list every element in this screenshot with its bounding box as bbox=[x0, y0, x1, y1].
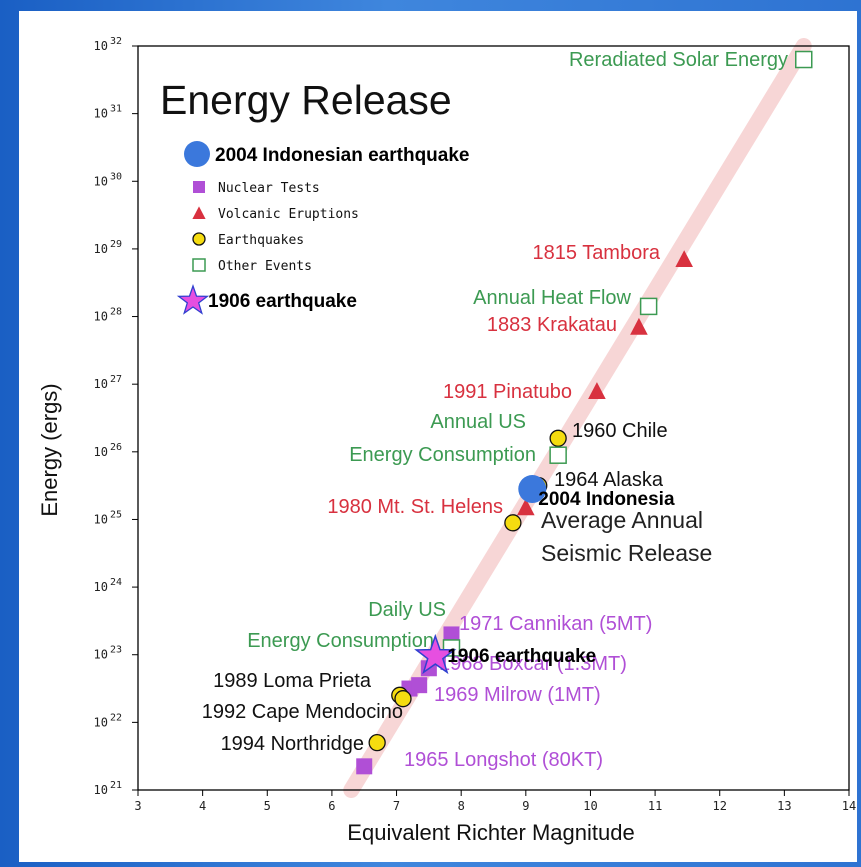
other-event-marker bbox=[549, 446, 567, 464]
y-tick-label: 10 bbox=[94, 107, 108, 121]
earthquake-marker bbox=[368, 734, 386, 752]
y-tick-exponent: 23 bbox=[110, 645, 122, 656]
legend: Nuclear Tests Volcanic Eruptions Earthquak… bbox=[192, 181, 359, 274]
data-label: 1992 Cape Mendocino bbox=[202, 701, 403, 723]
legend-label: Other Events bbox=[218, 259, 312, 274]
x-tick-label: 10 bbox=[583, 799, 597, 813]
legend-label: Nuclear Tests bbox=[218, 181, 320, 196]
callout-star-icon bbox=[176, 284, 210, 315]
data-label: 1968 Boxcar (1.3MT) bbox=[439, 653, 627, 675]
y-tick-label: 10 bbox=[94, 39, 108, 53]
x-tick-label: 13 bbox=[777, 799, 791, 813]
y-tick-label: 10 bbox=[94, 783, 108, 797]
x-tick-label: 12 bbox=[713, 799, 727, 813]
chart-title: Energy Release bbox=[160, 77, 452, 123]
x-axis-ticks: 3 4 5 6 7 8 9 10 11 12 13 14 bbox=[134, 790, 856, 813]
plot-area-border bbox=[137, 45, 850, 791]
data-points bbox=[356, 50, 813, 775]
earthquake-marker bbox=[504, 514, 522, 532]
data-label: 1991 Pinatubo bbox=[443, 381, 572, 403]
y-tick-label: 10 bbox=[94, 580, 108, 594]
volcanic-eruption-marker bbox=[517, 498, 535, 516]
y-tick-label: 10 bbox=[94, 445, 108, 459]
data-label: 1965 Longshot (80KT) bbox=[404, 749, 603, 771]
annotation-label: Seismic Release bbox=[541, 540, 712, 566]
volcanic-eruption-marker bbox=[630, 317, 648, 335]
data-label: 1969 Milrow (1MT) bbox=[434, 684, 601, 706]
data-label: 1980 Mt. St. Helens bbox=[327, 496, 503, 518]
y-tick-label: 10 bbox=[94, 512, 108, 526]
data-label: 1994 Northridge bbox=[221, 733, 364, 755]
x-tick-label: 14 bbox=[842, 799, 856, 813]
data-label: 1964 Alaska bbox=[554, 469, 664, 491]
annotation-label: Energy Consumption bbox=[349, 444, 536, 466]
indonesia-2004-dot bbox=[518, 475, 547, 504]
y-tick-exponent: 24 bbox=[110, 577, 122, 588]
earthquake-marker bbox=[549, 429, 567, 447]
callout-dot-icon bbox=[184, 141, 210, 167]
legend-label: Earthquakes bbox=[218, 233, 304, 248]
y-tick-exponent: 27 bbox=[110, 374, 122, 385]
volcanic-eruption-marker bbox=[588, 382, 606, 399]
data-label: 1989 Loma Prieta bbox=[213, 670, 372, 692]
y-tick-exponent: 31 bbox=[110, 104, 122, 115]
callout-label: 2004 Indonesian earthquake bbox=[215, 145, 470, 166]
chart-frame: 3 4 5 6 7 8 9 10 11 12 13 14 10 21 10 22 10 23 10 24 10 25 10… bbox=[19, 11, 857, 862]
x-tick-label: 6 bbox=[328, 799, 335, 813]
other-event-marker bbox=[795, 50, 813, 69]
y-tick-exponent: 28 bbox=[110, 307, 122, 318]
y-tick-exponent: 29 bbox=[110, 239, 122, 250]
data-label: Annual Heat Flow bbox=[473, 287, 631, 309]
data-label: 1815 Tambora bbox=[533, 242, 661, 264]
data-label: 1960 Chile bbox=[572, 420, 668, 442]
y-tick-exponent: 21 bbox=[110, 780, 122, 791]
callout-label: 1906 earthquake bbox=[208, 291, 357, 312]
x-tick-label: 7 bbox=[393, 799, 400, 813]
earthquake-1906-star bbox=[414, 633, 457, 675]
y-tick-label: 10 bbox=[94, 648, 108, 662]
other-event-marker bbox=[639, 297, 658, 316]
y-tick-label: 10 bbox=[94, 310, 108, 324]
nuclear-test-marker bbox=[411, 677, 428, 694]
annotation-label: Average Annual bbox=[541, 507, 703, 533]
nuclear-test-marker bbox=[443, 626, 460, 643]
annotation-label: Energy Consumption bbox=[247, 630, 434, 652]
other-event-marker bbox=[192, 258, 206, 272]
y-tick-exponent: 30 bbox=[110, 171, 122, 182]
data-label: 1971 Cannikan (5MT) bbox=[459, 613, 652, 635]
y-tick-label: 10 bbox=[94, 715, 108, 729]
x-tick-label: 3 bbox=[134, 799, 141, 813]
highlight-label: 1906 earthquake bbox=[447, 646, 596, 667]
y-tick-exponent: 26 bbox=[110, 442, 122, 453]
data-label: Reradiated Solar Energy bbox=[569, 49, 788, 71]
nuclear-test-marker bbox=[356, 758, 373, 775]
x-tick-label: 8 bbox=[458, 799, 465, 813]
volcanic-eruption-marker bbox=[192, 206, 206, 219]
earthquake-marker bbox=[394, 690, 412, 708]
volcanic-eruption-marker bbox=[675, 250, 693, 268]
highlight-label: 2004 Indonesia bbox=[538, 489, 675, 510]
earthquake-marker bbox=[192, 232, 206, 246]
y-tick-exponent: 22 bbox=[110, 712, 122, 723]
data-labels: 1965 Longshot (80KT) 1969 Milrow (1MT) 196… bbox=[202, 49, 788, 771]
y-tick-exponent: 32 bbox=[110, 36, 122, 47]
legend-label: Volcanic Eruptions bbox=[218, 207, 359, 222]
y-tick-label: 10 bbox=[94, 377, 108, 391]
y-tick-exponent: 25 bbox=[110, 509, 122, 520]
x-tick-label: 11 bbox=[648, 799, 662, 813]
nuclear-test-marker bbox=[193, 181, 205, 193]
x-tick-label: 9 bbox=[522, 799, 529, 813]
x-tick-label: 5 bbox=[264, 799, 271, 813]
y-tick-label: 10 bbox=[94, 242, 108, 256]
y-axis-label: Energy (ergs) bbox=[37, 383, 62, 516]
annotation-label: Daily US bbox=[368, 599, 446, 621]
highlight-markers: 2004 Indonesia 1906 earthquake 2004 Indone… bbox=[176, 141, 675, 675]
x-tick-label: 4 bbox=[199, 799, 206, 813]
annotation-label: Annual US bbox=[430, 411, 526, 433]
y-tick-label: 10 bbox=[94, 174, 108, 188]
data-label: 1883 Krakatau bbox=[487, 314, 617, 336]
x-axis-label: Equivalent Richter Magnitude bbox=[347, 820, 634, 845]
